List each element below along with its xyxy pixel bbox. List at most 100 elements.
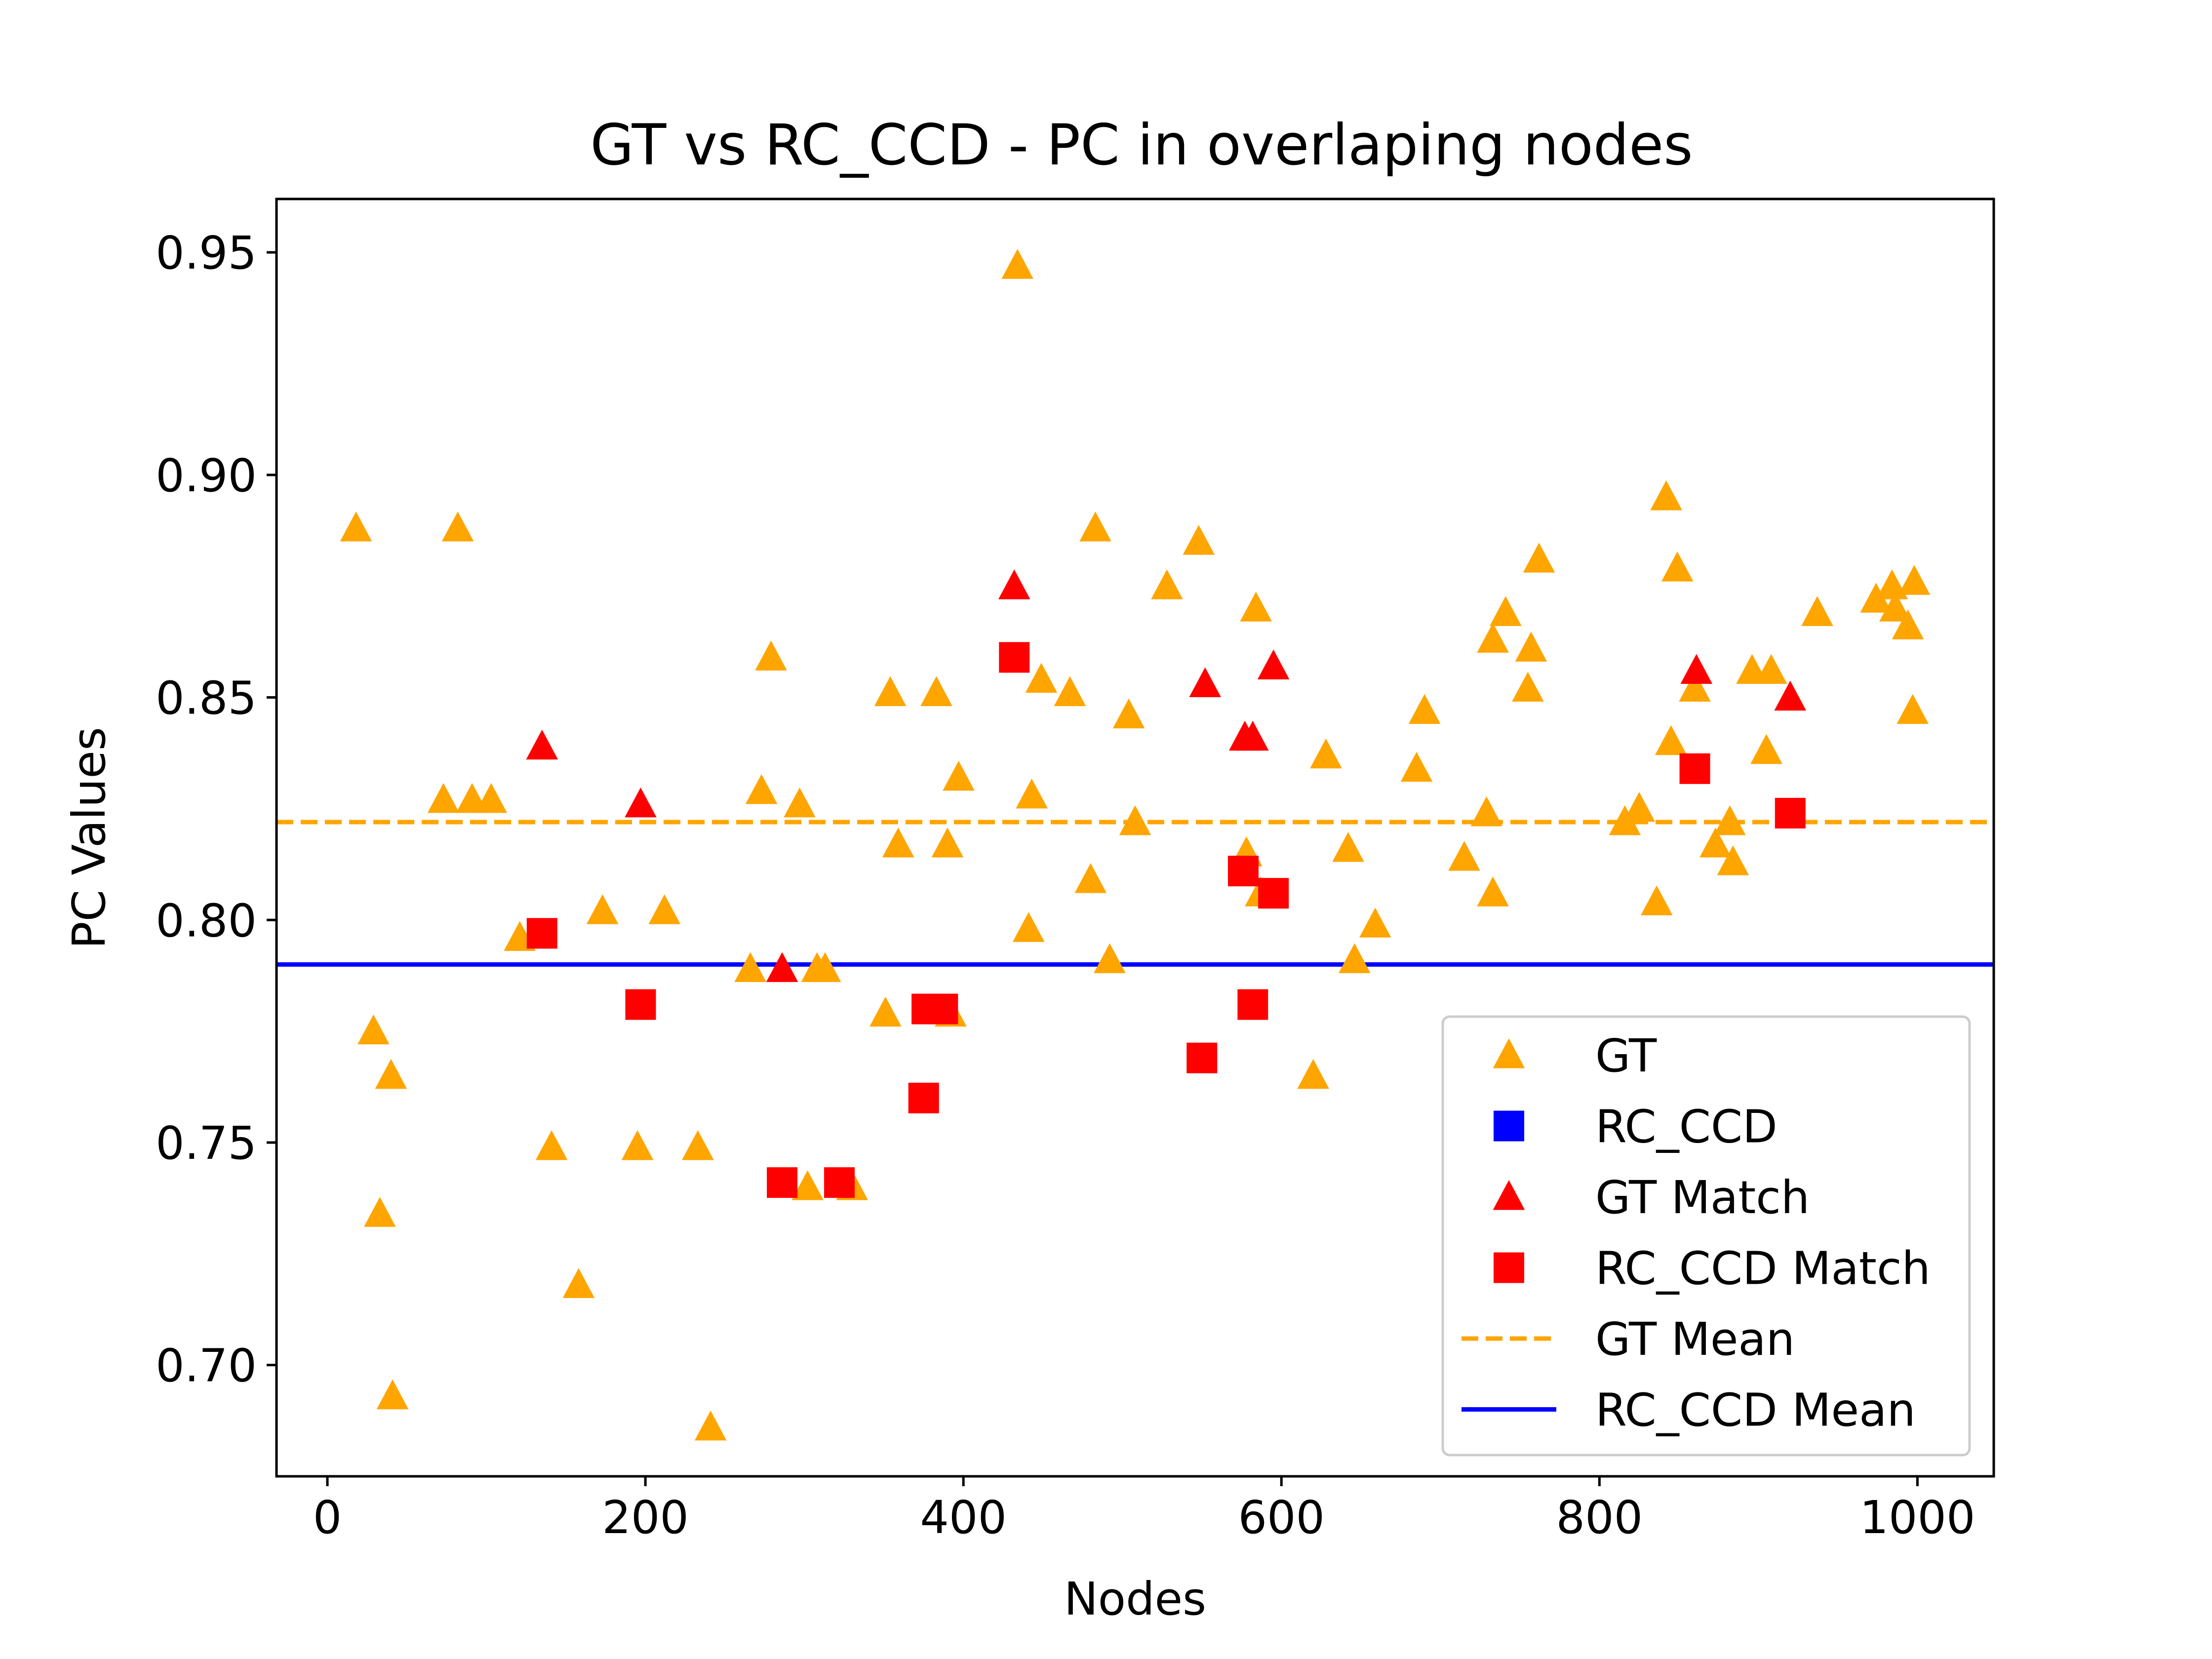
legend-gt-label: GT xyxy=(1595,1029,1657,1082)
gt-marker xyxy=(1183,525,1215,555)
gt-marker xyxy=(755,640,787,671)
gt-marker xyxy=(1119,805,1151,835)
y-tick-label: 0.70 xyxy=(156,1340,257,1392)
gt-match-marker xyxy=(526,729,558,760)
gt-marker xyxy=(475,783,508,813)
legend-gt-swatch xyxy=(1493,1038,1525,1068)
gt-marker xyxy=(1655,725,1687,755)
rc-ccd-match-marker xyxy=(927,993,958,1025)
x-tick-label: 1000 xyxy=(1859,1491,1975,1544)
gt-marker xyxy=(1054,676,1086,707)
y-tick-label: 0.75 xyxy=(156,1117,257,1170)
gt-marker xyxy=(427,783,460,813)
rc-ccd-match-marker xyxy=(767,1167,798,1198)
x-tick-label: 800 xyxy=(1556,1491,1643,1544)
gt-marker xyxy=(1699,828,1732,858)
gt-marker xyxy=(1714,805,1746,835)
rc-ccd-match-marker xyxy=(824,1167,855,1198)
gt-marker xyxy=(1310,738,1342,769)
y-axis-label: PC Values xyxy=(63,727,116,949)
gt-marker xyxy=(375,1059,407,1089)
gt-marker xyxy=(809,952,841,982)
gt-marker xyxy=(586,894,619,924)
gt-marker xyxy=(1477,876,1509,907)
legend-rc-ccd-mean-label: RC_CCD Mean xyxy=(1595,1384,1916,1437)
gt-marker xyxy=(784,787,816,818)
rc-ccd-match-marker xyxy=(625,989,656,1020)
x-tick-label: 200 xyxy=(602,1491,689,1544)
x-axis-label: Nodes xyxy=(1064,1573,1206,1625)
gt-marker xyxy=(1408,694,1441,724)
legend-gt-match-label: GT Match xyxy=(1595,1171,1810,1224)
legend-gt-match-swatch xyxy=(1493,1180,1525,1210)
gt-marker xyxy=(874,676,907,707)
gt-marker xyxy=(931,828,964,858)
gt-marker xyxy=(1898,565,1931,595)
gt-marker xyxy=(943,760,975,791)
legend-rc-ccd-label: RC_CCD xyxy=(1595,1101,1778,1153)
gt-marker xyxy=(1892,609,1924,639)
gt-marker xyxy=(1001,249,1033,279)
gt-marker xyxy=(1074,863,1107,893)
gt-marker xyxy=(791,1170,824,1200)
gt-match-marker xyxy=(1774,680,1807,711)
gt-marker xyxy=(1490,596,1522,626)
x-tick-label: 600 xyxy=(1238,1491,1325,1544)
gt-marker xyxy=(745,774,778,804)
gt-match-marker xyxy=(625,787,657,818)
gt-marker xyxy=(682,1130,714,1160)
rc-ccd-match-marker xyxy=(1186,1042,1218,1073)
legend-rc-ccd-match-swatch xyxy=(1494,1252,1524,1283)
gt-marker xyxy=(1297,1059,1329,1089)
gt-marker xyxy=(1470,796,1503,827)
gt-marker xyxy=(1079,512,1111,542)
gt-marker xyxy=(535,1130,568,1160)
gt-marker xyxy=(1151,569,1183,599)
gt-marker xyxy=(1623,791,1656,822)
gt-marker xyxy=(1523,543,1555,573)
rc-ccd-match-marker xyxy=(1237,989,1268,1020)
data-markers xyxy=(340,249,1931,1441)
gt-marker xyxy=(648,894,681,924)
y-tick-label: 0.90 xyxy=(156,449,257,502)
gt-marker xyxy=(1650,480,1682,511)
gt-marker xyxy=(1477,623,1509,653)
gt-marker xyxy=(364,1197,396,1227)
gt-marker xyxy=(1025,663,1058,693)
gt-marker xyxy=(1515,632,1547,662)
gt-marker xyxy=(1717,845,1749,875)
gt-marker xyxy=(1094,943,1126,973)
gt-marker xyxy=(1016,778,1048,809)
gt-marker xyxy=(1332,832,1364,862)
gt-match-marker xyxy=(766,952,798,982)
legend: GT RC_CCD GT Match RC_CCD Match GT Mean RC_CC… xyxy=(1441,1015,1971,1457)
legend-gt-mean-label: GT Mean xyxy=(1595,1313,1795,1366)
gt-marker xyxy=(882,828,914,858)
gt-marker xyxy=(1661,552,1694,582)
gt-marker xyxy=(1755,654,1787,684)
gt-marker xyxy=(621,1130,654,1160)
gt-marker xyxy=(340,512,372,542)
rc-ccd-match-marker xyxy=(1679,753,1710,784)
gt-marker xyxy=(1801,596,1833,626)
x-axis-ticks: 0 200 400 600 800 1000 xyxy=(313,1476,1975,1544)
gt-match-marker xyxy=(1189,667,1221,698)
y-tick-label: 0.95 xyxy=(156,227,257,279)
gt-marker xyxy=(376,1379,409,1410)
gt-match-marker xyxy=(1257,649,1290,679)
gt-marker xyxy=(1448,841,1480,871)
rc-ccd-match-marker xyxy=(1258,878,1289,909)
gt-marker xyxy=(869,996,902,1027)
gt-marker xyxy=(1339,943,1371,973)
y-tick-label: 0.85 xyxy=(156,672,257,725)
gt-marker xyxy=(694,1410,727,1441)
rc-ccd-match-marker xyxy=(1775,797,1806,829)
gt-marker xyxy=(1112,698,1145,729)
gt-marker xyxy=(1879,592,1911,622)
gt-marker xyxy=(1240,592,1272,622)
gt-marker xyxy=(441,512,474,542)
gt-marker xyxy=(1359,908,1391,938)
rc-ccd-match-marker xyxy=(908,1082,939,1113)
gt-marker xyxy=(920,676,952,707)
